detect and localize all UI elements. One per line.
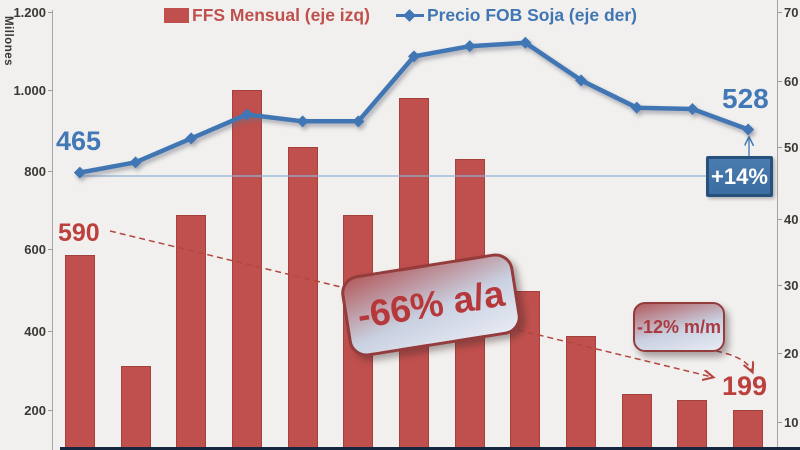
price-point-3 [185, 132, 198, 145]
left-axis-tick [48, 90, 53, 91]
bar-series-swatch-icon [164, 8, 189, 23]
left-axis-tick [48, 171, 53, 172]
price-point-2 [129, 156, 142, 169]
right-axis-tick [777, 285, 782, 286]
price-point-8 [463, 40, 476, 53]
left-tick-label: 1.000 [13, 83, 46, 98]
price-point-10 [575, 74, 588, 87]
line-end-label: 528 [722, 83, 769, 114]
bar-ffs-10 [566, 336, 597, 450]
bar-ffs-2 [120, 366, 151, 450]
legend-item-ffs: FFS Mensual (eje izq) [164, 5, 370, 26]
price-point-7 [408, 50, 420, 63]
right-axis-line [777, 0, 778, 450]
right-axis-tick [777, 353, 782, 354]
right-tick-label: 20 [784, 346, 799, 361]
right-axis-tick [777, 81, 782, 82]
bar-ffs-4 [231, 89, 262, 450]
left-axis-tick [48, 331, 53, 332]
bar-start-label: 590 [58, 219, 100, 247]
legend: FFS Mensual (eje izq) Precio FOB Soja (e… [164, 5, 637, 26]
left-tick-label: 200 [24, 403, 46, 418]
price-point-12 [686, 103, 699, 116]
bar-ffs-3 [176, 215, 207, 450]
right-axis-tick [777, 147, 782, 148]
right-tick-label: 70 [784, 5, 799, 20]
mom-arrow [715, 350, 752, 371]
left-axis-tick [48, 249, 53, 250]
price-point-4 [240, 108, 253, 121]
legend-label: FFS Mensual (eje izq) [192, 5, 370, 25]
left-axis-line [52, 10, 53, 450]
right-tick-label: 10 [784, 415, 799, 430]
right-tick-label: 60 [784, 74, 799, 89]
right-tick-label: 50 [784, 140, 799, 155]
legend-item-precio: Precio FOB Soja (eje der) [395, 5, 638, 26]
bar-ffs-11 [621, 394, 652, 450]
left-axis-title: Millones [2, 16, 14, 67]
left-tick-label: 800 [24, 164, 46, 179]
line-series-marker-icon [395, 14, 424, 17]
bar-ffs-12 [677, 400, 708, 450]
price-change-badge: +14% [706, 156, 773, 197]
price-point-5 [296, 115, 309, 128]
bar-ffs-1 [64, 254, 95, 450]
left-tick-label: 1.200 [13, 5, 46, 20]
bar-ffs-5 [287, 147, 318, 450]
mom-change-badge: -12% m/m [633, 302, 725, 352]
price-point-6 [352, 115, 365, 128]
right-axis-tick [777, 422, 782, 423]
price-point-11 [630, 101, 643, 114]
left-tick-label: 600 [24, 242, 46, 257]
price-line-series [73, 36, 755, 179]
right-tick-label: 40 [784, 212, 799, 227]
price-point-9 [519, 36, 532, 49]
right-tick-label: 30 [784, 278, 799, 293]
line-start-label: 465 [56, 126, 102, 156]
left-axis-tick [48, 410, 53, 411]
left-axis-tick [48, 12, 53, 13]
downtrend-arrow [109, 230, 712, 377]
left-tick-label: 400 [24, 324, 46, 339]
bottom-crop-strip [60, 447, 800, 450]
price-point-1 [73, 166, 86, 179]
bar-end-label: 199 [722, 371, 768, 401]
legend-label: Precio FOB Soja (eje der) [426, 5, 638, 25]
right-axis-tick [777, 219, 782, 220]
bar-ffs-13 [733, 410, 764, 450]
right-axis-tick [777, 12, 782, 13]
price-point-13 [742, 123, 755, 136]
